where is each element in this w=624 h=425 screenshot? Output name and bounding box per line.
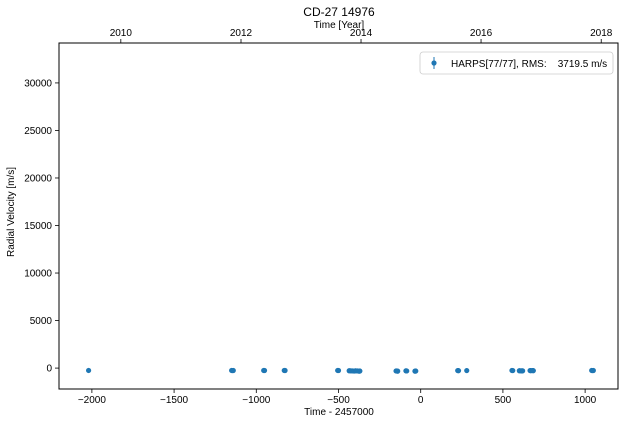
top-tick-label: 2014 xyxy=(350,28,373,39)
data-point xyxy=(413,368,419,374)
y-tick-label: 5000 xyxy=(30,316,53,327)
legend-box xyxy=(419,51,614,75)
x-tick-label: 1000 xyxy=(574,395,597,406)
y-axis-label: Radial Velocity [m/s] xyxy=(6,167,17,257)
legend: HARPS[77/77], RMS: 3719.5 m/s xyxy=(419,51,614,75)
y-tick-label: 10000 xyxy=(24,269,52,280)
x-axis-label: Time - 2457000 xyxy=(304,407,374,418)
top-axis-label: Time [Year] xyxy=(314,20,365,31)
y-tick-label: 0 xyxy=(46,364,52,375)
x-tick-label: −2000 xyxy=(78,395,107,406)
data-point xyxy=(590,367,596,374)
x-tick-label: −1000 xyxy=(242,395,271,406)
plot-frame xyxy=(58,42,619,390)
top-tick-label: 2018 xyxy=(590,28,613,39)
data-point xyxy=(357,368,363,374)
x-tick-label: 0 xyxy=(418,395,424,406)
chart-title: CD-27 14976 xyxy=(303,5,375,19)
y-tick-label: 25000 xyxy=(24,126,52,137)
data-point xyxy=(261,367,268,374)
data-point xyxy=(510,367,516,374)
x-tick-label: −1500 xyxy=(160,395,189,406)
x-tick-label: 500 xyxy=(495,395,512,406)
data-point xyxy=(85,367,92,374)
x-tick-label: −500 xyxy=(327,395,350,406)
data-point xyxy=(520,368,526,374)
y-tick-label: 20000 xyxy=(24,173,52,184)
data-point xyxy=(230,367,236,374)
data-points xyxy=(85,367,596,374)
data-point xyxy=(282,367,288,374)
legend-marker xyxy=(431,60,437,66)
legend-label: HARPS[77/77], RMS: 3719.5 m/s xyxy=(451,59,607,70)
data-point xyxy=(530,368,536,374)
data-point xyxy=(335,367,342,374)
y-tick-label: 15000 xyxy=(24,221,52,232)
axis-ticks: −2000 −1500 −1000 −500 0 500 10000500010000150… xyxy=(24,28,613,406)
data-point xyxy=(404,368,410,374)
data-point xyxy=(455,368,462,374)
top-tick-label: 2016 xyxy=(470,28,493,39)
top-tick-label: 2010 xyxy=(110,28,133,39)
data-point xyxy=(395,368,401,374)
data-point xyxy=(464,367,470,374)
top-tick-label: 2012 xyxy=(230,28,253,39)
y-tick-label: 30000 xyxy=(24,78,52,89)
